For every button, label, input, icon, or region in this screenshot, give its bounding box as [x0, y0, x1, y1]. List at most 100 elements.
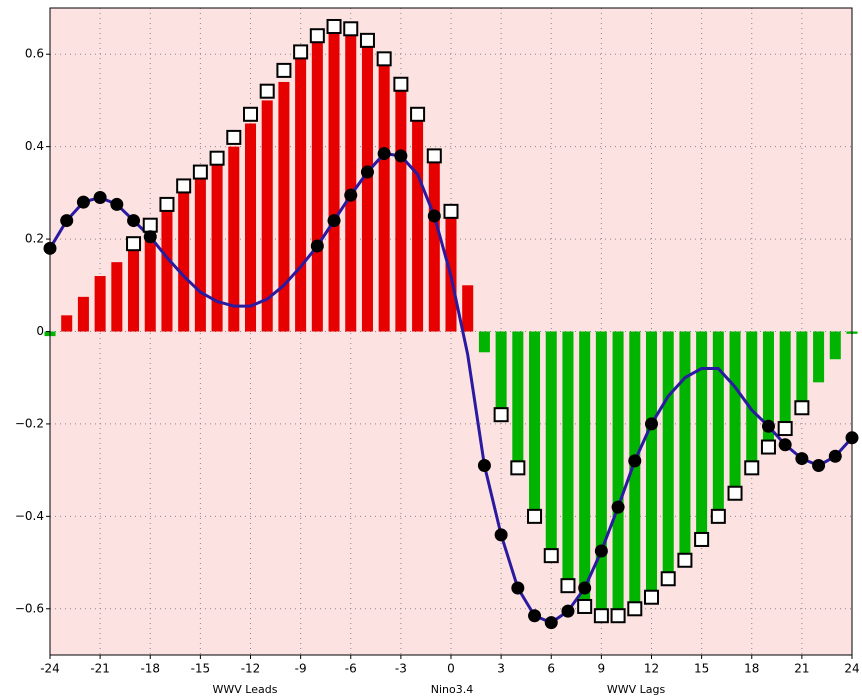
- bar: [796, 331, 808, 406]
- bar: [311, 40, 323, 332]
- square-marker: [176, 178, 192, 194]
- bar: [211, 165, 223, 332]
- x-tick-label: -24: [40, 662, 60, 676]
- x-tick-label: 0: [447, 662, 455, 676]
- bar: [512, 331, 524, 461]
- x-tick-label: 24: [844, 662, 859, 676]
- dot-marker: [477, 459, 491, 473]
- bar: [361, 44, 373, 332]
- dot-marker: [628, 454, 642, 468]
- square-marker: [276, 62, 292, 78]
- dot-marker: [561, 604, 575, 618]
- dot-marker: [511, 581, 525, 595]
- bar: [128, 243, 140, 332]
- bar: [779, 331, 791, 424]
- square-marker: [359, 32, 375, 48]
- bar: [194, 178, 206, 332]
- bar: [529, 331, 541, 512]
- x-tick-label: -21: [90, 662, 110, 676]
- square-marker: [393, 76, 409, 92]
- dot-marker: [360, 165, 374, 179]
- y-tick-label: 0.4: [25, 139, 44, 153]
- dot-marker: [544, 616, 558, 630]
- bar: [178, 192, 190, 332]
- square-marker: [794, 400, 810, 416]
- dot-marker: [427, 209, 441, 223]
- annotation: Nino3.4: [431, 683, 473, 696]
- bar: [412, 118, 424, 332]
- bar: [746, 331, 758, 466]
- square-marker: [577, 598, 593, 614]
- square-marker: [610, 608, 626, 624]
- square-marker: [527, 508, 543, 524]
- dot-marker: [761, 419, 775, 433]
- square-marker: [543, 548, 559, 564]
- x-tick-label: 6: [547, 662, 555, 676]
- dot-marker: [528, 609, 542, 623]
- square-marker: [259, 83, 275, 99]
- bar: [378, 63, 390, 332]
- y-tick-label: 0: [36, 324, 44, 338]
- x-tick-label: -3: [395, 662, 407, 676]
- square-marker: [226, 129, 242, 145]
- annotation: WWV Leads: [213, 683, 278, 696]
- dot-marker: [645, 417, 658, 431]
- y-tick-label: −0.6: [15, 601, 44, 615]
- square-marker: [443, 203, 459, 219]
- bar: [261, 100, 273, 332]
- square-marker: [192, 164, 208, 180]
- square-marker: [126, 236, 142, 252]
- bar: [729, 331, 741, 489]
- bar: [144, 229, 156, 332]
- bar: [662, 331, 674, 577]
- x-tick-label: 12: [644, 662, 659, 676]
- x-tick-label: 15: [694, 662, 709, 676]
- bar: [629, 331, 641, 609]
- dot-marker: [812, 459, 826, 473]
- square-marker: [209, 150, 225, 166]
- y-tick-label: −0.4: [15, 509, 44, 523]
- square-marker: [627, 601, 643, 617]
- y-tick-label: 0.2: [25, 232, 44, 246]
- square-marker: [326, 18, 342, 34]
- x-tick-label: -12: [241, 662, 261, 676]
- bar: [94, 276, 106, 332]
- square-marker: [593, 608, 609, 624]
- square-marker: [426, 148, 442, 164]
- bar: [77, 296, 89, 332]
- square-marker: [744, 460, 760, 476]
- x-tick-label: -18: [140, 662, 160, 676]
- dot-marker: [60, 214, 74, 228]
- square-marker: [660, 571, 676, 587]
- dot-marker: [93, 190, 107, 204]
- bar: [495, 331, 507, 411]
- dot-marker: [611, 500, 625, 514]
- y-tick-label: −0.2: [15, 416, 44, 430]
- dot-marker: [578, 581, 592, 595]
- bar: [829, 331, 841, 360]
- bar: [295, 58, 307, 332]
- x-tick-label: 3: [497, 662, 505, 676]
- dot-marker: [828, 449, 842, 463]
- x-tick-label: -6: [345, 662, 357, 676]
- dot-marker: [594, 544, 608, 558]
- bar: [428, 160, 440, 332]
- bar: [595, 331, 607, 614]
- bar: [712, 331, 724, 512]
- x-tick-label: 21: [794, 662, 809, 676]
- annotation: WWV Lags: [607, 683, 666, 696]
- square-marker: [510, 460, 526, 476]
- square-marker: [410, 106, 426, 122]
- dot-marker: [76, 195, 90, 209]
- square-marker: [644, 589, 659, 605]
- square-marker: [777, 421, 793, 437]
- square-marker: [694, 531, 710, 547]
- square-marker: [159, 196, 175, 212]
- bar: [462, 285, 474, 332]
- y-tick-label: 0.6: [25, 47, 44, 61]
- x-tick-label: 18: [744, 662, 759, 676]
- square-marker: [293, 44, 309, 60]
- bar: [244, 123, 257, 332]
- dot-marker: [310, 239, 324, 253]
